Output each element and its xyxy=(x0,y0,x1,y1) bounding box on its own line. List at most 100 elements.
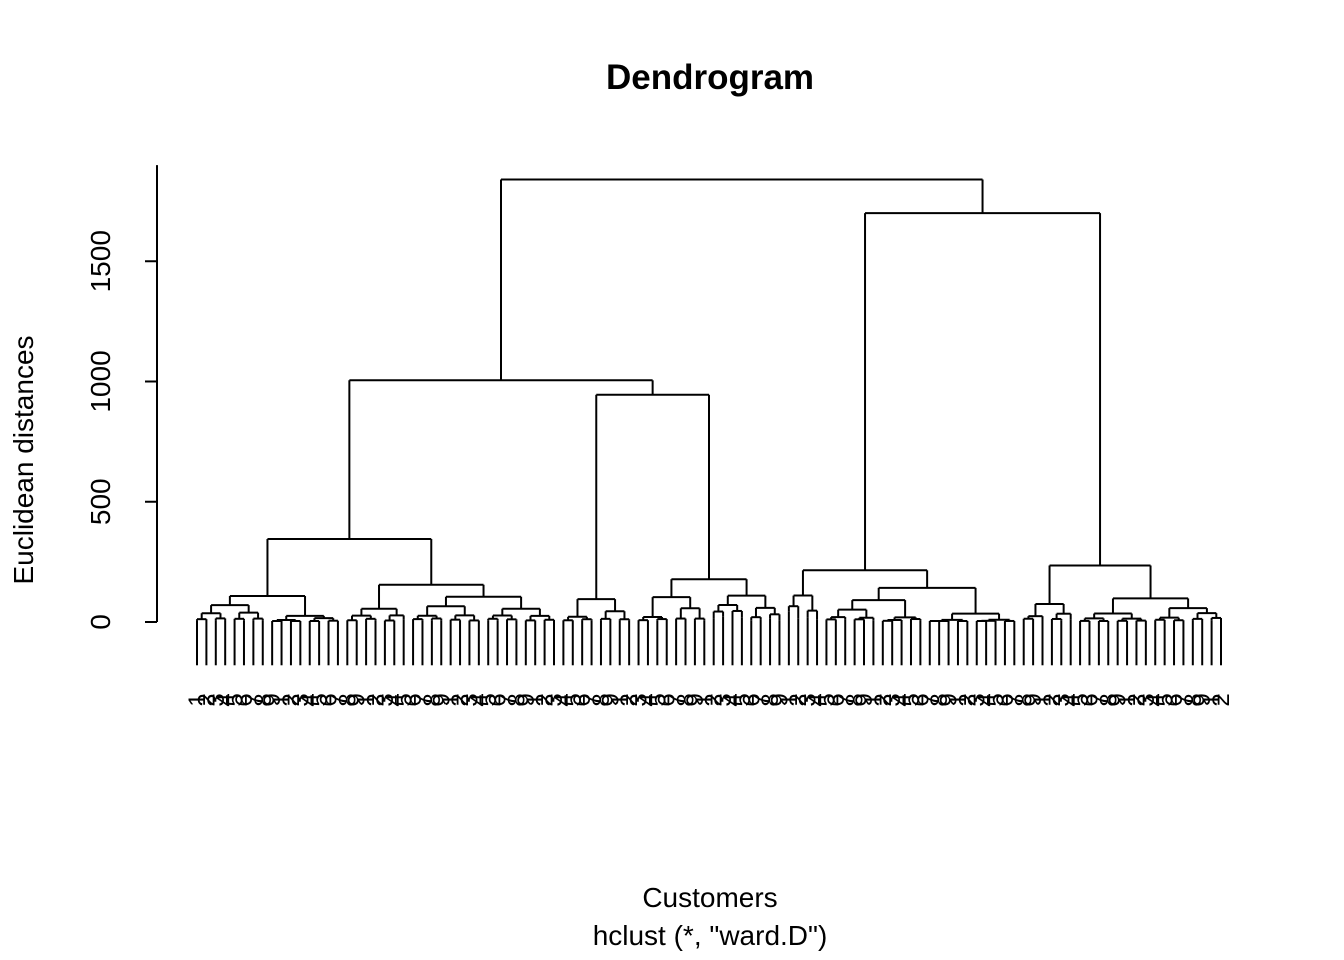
leaf-label: 4 xyxy=(635,693,662,706)
leaf-label: 8 xyxy=(250,693,277,706)
leaf-label: 9 xyxy=(1020,693,1047,706)
leaf-label: 2 xyxy=(870,693,897,706)
leaf-label: 5 xyxy=(729,693,756,706)
leaf-label: 9 xyxy=(597,693,624,706)
leaf-label: 5 xyxy=(222,693,249,706)
leaf-label: 7 xyxy=(1170,693,1197,706)
leaf-label: 3 xyxy=(287,693,314,706)
leaf-label: 4 xyxy=(212,693,239,706)
leaf-label: 8 xyxy=(419,693,446,706)
leaf-label: 7 xyxy=(1001,693,1028,706)
leaf-label: 5 xyxy=(644,693,671,706)
leaf-label: 2 xyxy=(616,693,643,706)
leaf-label: 6 xyxy=(231,693,258,706)
leaf-label: 4 xyxy=(804,693,831,706)
leaf-label: 7 xyxy=(494,693,521,706)
leaf-label: 6 xyxy=(569,693,596,706)
leaf-label: 3 xyxy=(1133,693,1160,706)
leaf-label: 1 xyxy=(353,693,380,706)
leaf-label: 6 xyxy=(738,693,765,706)
leaf-label: 2 xyxy=(1039,693,1066,706)
y-tick-label: 0 xyxy=(85,614,116,630)
leaf-label: 7 xyxy=(663,693,690,706)
leaf-label: 5 xyxy=(1152,693,1179,706)
leaf-label: 6 xyxy=(1161,693,1188,706)
leaf-label: 3 xyxy=(795,693,822,706)
leaf-label: 1 xyxy=(691,693,718,706)
leaf-label: 8 xyxy=(1180,693,1207,706)
leaf-label: 1 xyxy=(776,693,803,706)
leaf-label: 5 xyxy=(813,693,840,706)
leaf-label: 3 xyxy=(879,693,906,706)
leaf-label: 8 xyxy=(1011,693,1038,706)
leaf-label: 4 xyxy=(381,693,408,706)
leaf-label: 6 xyxy=(316,693,343,706)
leaf-label: 1 xyxy=(269,693,296,706)
leaf-label: 9 xyxy=(851,693,878,706)
leaf-label: 2 xyxy=(701,693,728,706)
leaf-label: 1 xyxy=(945,693,972,706)
leaf-label: 2 xyxy=(1123,693,1150,706)
leaf-label: 5 xyxy=(475,693,502,706)
leaf-label: 8 xyxy=(673,693,700,706)
y-tick-label: 1500 xyxy=(85,230,116,292)
leaf-label: 6 xyxy=(400,693,427,706)
leaf-label: 7 xyxy=(832,693,859,706)
leaf-label: 3 xyxy=(1048,693,1075,706)
leaf-label: 1 xyxy=(607,693,634,706)
leaf-label: 8 xyxy=(334,693,361,706)
leaf-label: 2 xyxy=(278,693,305,706)
leaf-label: 5 xyxy=(560,693,587,706)
leaf-label: 8 xyxy=(842,693,869,706)
chart-subtitle: hclust (*, "ward.D") xyxy=(592,920,828,951)
leaf-label: 5 xyxy=(983,693,1010,706)
leaf-label: 9 xyxy=(936,693,963,706)
leaf-label: 5 xyxy=(391,693,418,706)
leaf-label: 1 xyxy=(1114,693,1141,706)
leaf-label: 9 xyxy=(428,693,455,706)
leaf-label: 4 xyxy=(1142,693,1169,706)
y-tick-label: 1000 xyxy=(85,350,116,412)
leaf-label: 1 xyxy=(860,693,887,706)
leaf-label: 4 xyxy=(550,693,577,706)
leaf-label: 3 xyxy=(964,693,991,706)
leaf-label: 1 xyxy=(1199,693,1226,706)
leaf-label: 7 xyxy=(325,693,352,706)
leaf-label: 7 xyxy=(579,693,606,706)
leaf-label: 2 xyxy=(532,693,559,706)
leaf-label: 7 xyxy=(917,693,944,706)
leaf-label: 3 xyxy=(626,693,653,706)
leaf-label: 6 xyxy=(654,693,681,706)
leaf-label: 9 xyxy=(513,693,540,706)
leaf-label: 5 xyxy=(306,693,333,706)
leaf-label: 1 xyxy=(522,693,549,706)
leaf-label: 7 xyxy=(748,693,775,706)
leaf-label: 6 xyxy=(823,693,850,706)
leaf-label: 2 xyxy=(362,693,389,706)
y-tick-label: 500 xyxy=(85,478,116,525)
leaf-label: 1 xyxy=(438,693,465,706)
leaf-label: 4 xyxy=(889,693,916,706)
leaf-label: 2 xyxy=(954,693,981,706)
leaf-label: 4 xyxy=(297,693,324,706)
leaf-label: 9 xyxy=(1105,693,1132,706)
leaf-label: 8 xyxy=(926,693,953,706)
leaf-label: 4 xyxy=(1058,693,1085,706)
leaf-label: 4 xyxy=(719,693,746,706)
leaf-label: 3 xyxy=(456,693,483,706)
leaf-label: 3 xyxy=(541,693,568,706)
leaf-label: 9 xyxy=(766,693,793,706)
leaf-label: 2 xyxy=(193,693,220,706)
leaf-label: 2 xyxy=(1208,693,1235,706)
leaf-label: 6 xyxy=(907,693,934,706)
leaf-label: 1 xyxy=(184,693,211,706)
leaf-label: 5 xyxy=(1067,693,1094,706)
leaf-label: 9 xyxy=(259,693,286,706)
x-axis-label: Customers xyxy=(642,882,778,913)
leaf-label: 2 xyxy=(785,693,812,706)
leaf-label: 5 xyxy=(898,693,925,706)
leaf-label: 7 xyxy=(409,693,436,706)
chart-title: Dendrogram xyxy=(605,58,815,97)
leaf-label: 6 xyxy=(485,693,512,706)
